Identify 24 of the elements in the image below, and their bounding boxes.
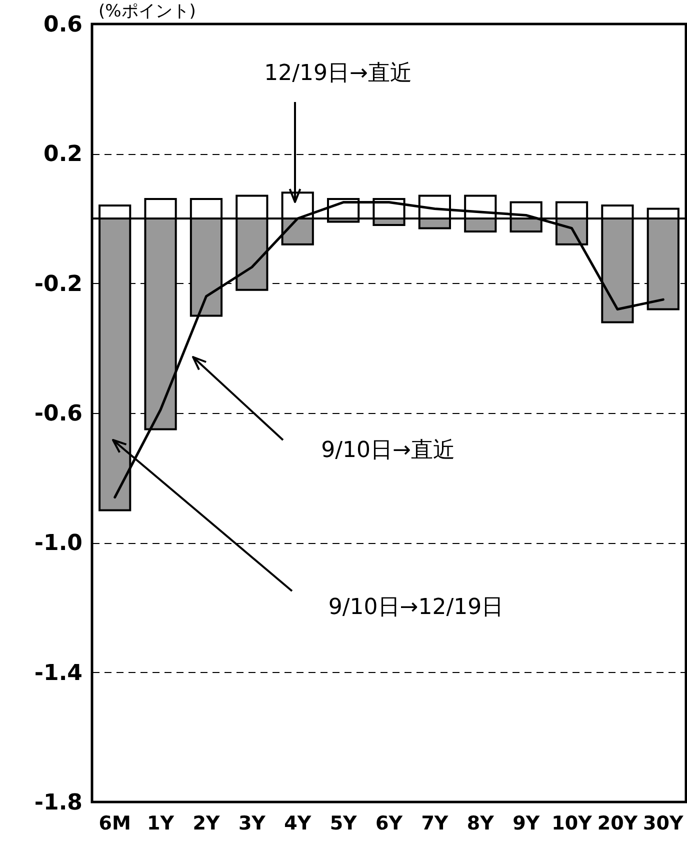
x-tick-label: 1Y xyxy=(147,812,174,834)
x-tick-label: 2Y xyxy=(192,812,220,834)
y-axis-title: (%ポイント) xyxy=(98,2,196,22)
y-tick-label: 0.2 xyxy=(44,142,82,168)
y-tick-label: -0.2 xyxy=(34,272,82,297)
y-tick-label: -1.0 xyxy=(34,531,82,556)
x-tick-label: 3Y xyxy=(238,812,266,834)
annotation: 12/19日→直近 xyxy=(264,61,412,86)
x-tick-label: 5Y xyxy=(330,812,358,834)
y-tick-label: -0.6 xyxy=(34,402,82,426)
y-tick-label: -1.4 xyxy=(34,660,82,686)
y-tick-label: -1.8 xyxy=(34,790,82,816)
x-tick-label: 6M xyxy=(98,812,131,834)
x-tick-label: 7Y xyxy=(421,812,448,834)
annotation: 9/10日→直近 xyxy=(321,438,455,463)
annotation: 9/10日→12/19日 xyxy=(328,595,504,620)
x-tick-label: 4Y xyxy=(284,812,312,834)
x-tick-label: 30Y xyxy=(643,812,684,834)
x-tick-label: 8Y xyxy=(466,812,494,834)
y-tick-label: 0.6 xyxy=(44,12,82,38)
x-tick-label: 20Y xyxy=(597,812,638,834)
x-tick-label: 10Y xyxy=(552,812,592,834)
x-tick-label: 9Y xyxy=(512,812,540,834)
x-tick-label: 6Y xyxy=(376,812,403,834)
